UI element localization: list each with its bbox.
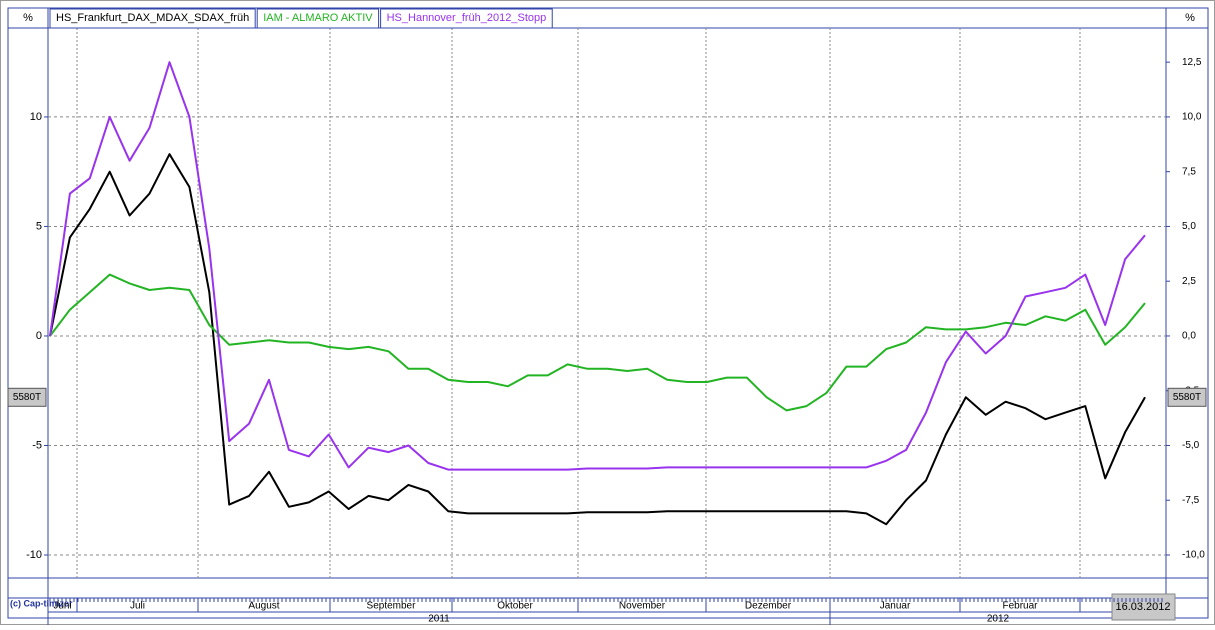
plot-frame: [7, 7, 1209, 619]
legend-entry: HS_Hannover_früh_2012_Stopp: [387, 12, 547, 24]
y2-tick-label: -10,0: [1182, 550, 1205, 561]
month-label: Februar: [1002, 601, 1038, 612]
legend-entry: HS_Frankfurt_DAX_MDAX_SDAX_früh: [56, 12, 249, 24]
left-unit: %: [23, 12, 33, 24]
right-unit: %: [1185, 12, 1195, 24]
y-tick-label: 0: [36, 330, 42, 342]
marker-label: 5580T: [1173, 392, 1201, 403]
month-label: November: [619, 601, 666, 612]
month-label: Oktober: [497, 601, 533, 612]
year-label: 2011: [428, 614, 450, 625]
y2-tick-label: 0,0: [1182, 331, 1196, 342]
marker-box: [7, 387, 47, 407]
y-tick-label: 10: [30, 111, 42, 123]
y2-tick-label: 12,5: [1182, 57, 1202, 68]
marker-label: 5580T: [13, 392, 41, 403]
y-tick-label: -10: [26, 549, 42, 561]
month-label: Juli: [130, 601, 145, 612]
legend-entry: IAM - ALMARO AKTIV: [263, 12, 373, 24]
month-label: August: [248, 601, 279, 612]
legend-box: [49, 8, 256, 29]
y2-tick-label: -5,0: [1182, 440, 1200, 451]
marker-box: [1167, 387, 1207, 407]
y-tick-label: -5: [32, 439, 42, 451]
legend-box: [380, 8, 553, 29]
legend-box: [256, 8, 380, 29]
y2-tick-label: -7,5: [1182, 495, 1200, 506]
month-label: Januar: [880, 601, 911, 612]
month-label: Dezember: [745, 601, 792, 612]
month-label: Juni: [53, 601, 71, 612]
copyright: (c) Cap-timizer: [10, 598, 73, 608]
month-label: September: [367, 601, 417, 612]
y-tick-label: 5: [36, 220, 42, 232]
date-label: 16.03.2012: [1115, 601, 1170, 613]
y2-tick-label: 5,0: [1182, 221, 1196, 232]
y2-tick-label: 2,5: [1182, 276, 1196, 287]
y2-tick-label: 7,5: [1182, 166, 1196, 177]
series-line: [49, 61, 1146, 471]
year-label: 2012: [987, 614, 1010, 625]
y2-tick-label: 10,0: [1182, 112, 1202, 123]
series-line: [49, 153, 1146, 526]
series-line: [49, 273, 1146, 412]
